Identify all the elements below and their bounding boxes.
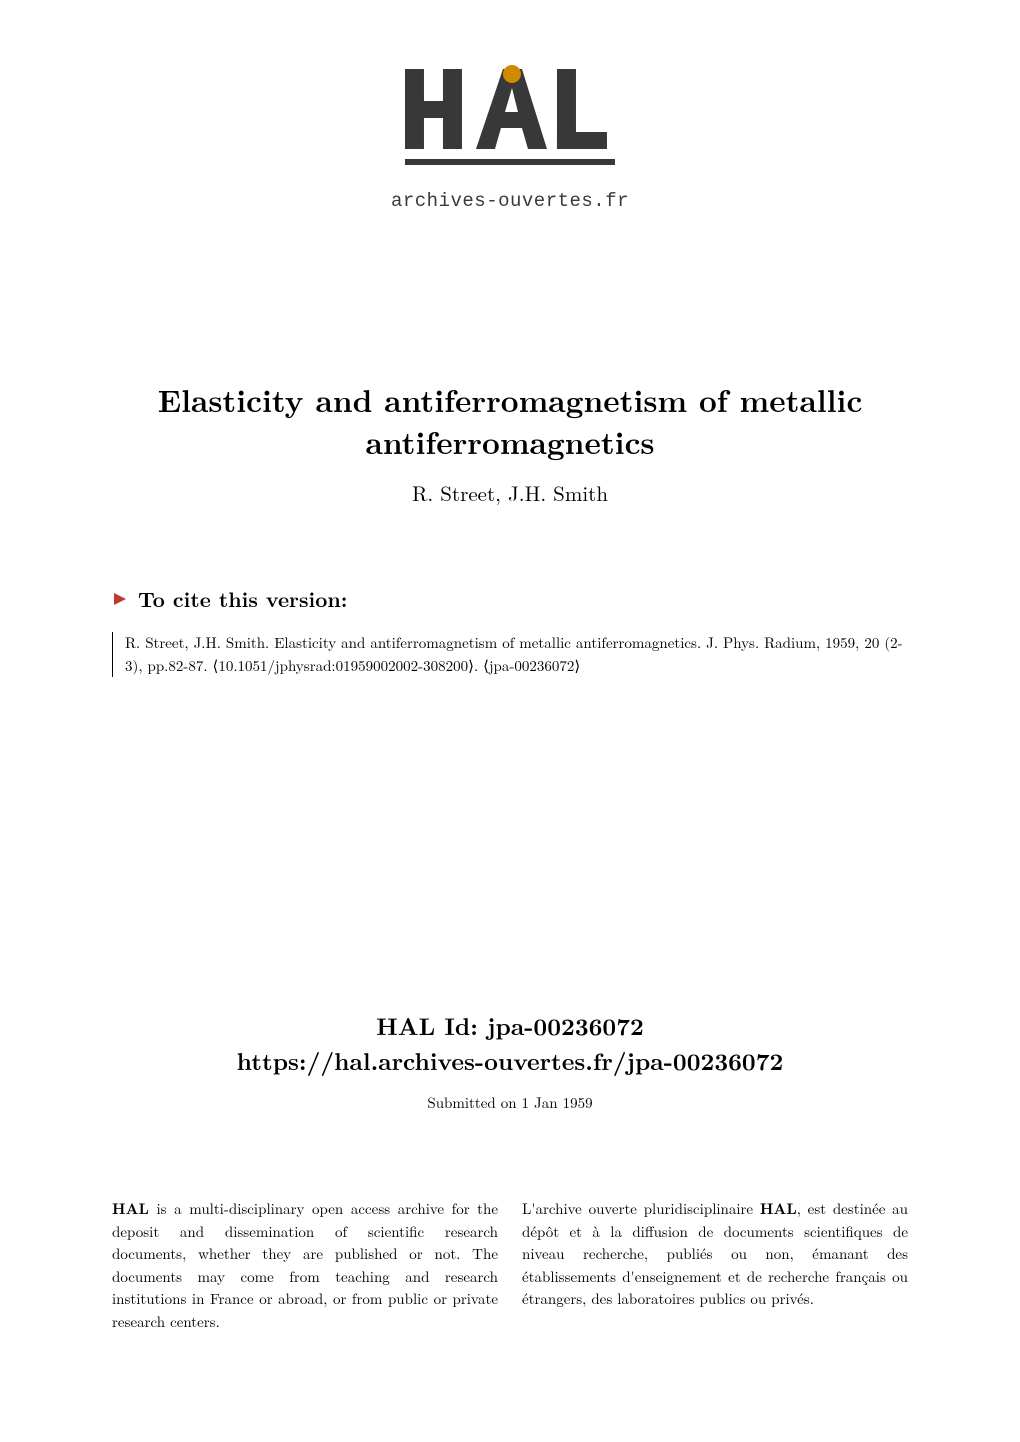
cite-header-text: To cite this version: — [138, 584, 347, 614]
triangle-icon — [112, 591, 128, 607]
hal-logo-block: archives-ouvertes.fr — [391, 64, 629, 212]
cite-header: To cite this version: — [112, 584, 908, 614]
hal-logo-icon — [405, 64, 615, 184]
description-right: L'archive ouverte pluridisciplinaire HAL… — [522, 1198, 908, 1333]
cite-body: R. Street, J.H. Smith. Elasticity and an… — [112, 632, 908, 677]
left-col-text: is a multi-disciplinary open access arch… — [112, 1198, 498, 1332]
logo-subtext: archives-ouvertes.fr — [391, 190, 629, 212]
description-columns: HAL is a multi-disciplinary open access … — [112, 1198, 908, 1333]
title-block: Elasticity and antiferromagnetism of met… — [0, 380, 1020, 508]
title-line-1: Elasticity and antiferromagnetism of met… — [158, 378, 863, 422]
hal-id: HAL Id: jpa-00236072 — [0, 1008, 1020, 1044]
authors: R. Street, J.H. Smith — [0, 478, 1020, 508]
cite-block: To cite this version: R. Street, J.H. Sm… — [112, 584, 908, 677]
right-col-text: L'archive ouverte pluridisciplinaire HAL… — [522, 1198, 908, 1309]
hal-url: https://hal.archives-ouvertes.fr/jpa-002… — [0, 1044, 1020, 1078]
submitted-date: Submitted on 1 Jan 1959 — [0, 1092, 1020, 1113]
title-line-2: antiferromagnetics — [366, 420, 655, 464]
hal-id-block: HAL Id: jpa-00236072 https://hal.archive… — [0, 1008, 1020, 1113]
paper-title: Elasticity and antiferromagnetism of met… — [0, 380, 1020, 464]
description-left: HAL is a multi-disciplinary open access … — [112, 1198, 498, 1333]
